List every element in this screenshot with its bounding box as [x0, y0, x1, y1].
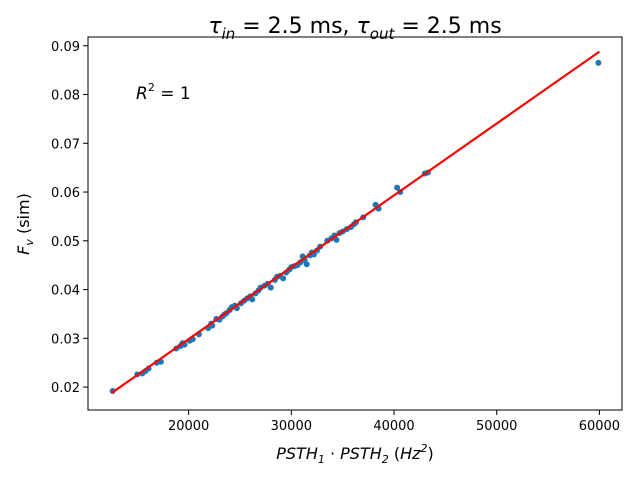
x-axis-ticks: 20000 30000 40000 50000 60000 — [168, 410, 620, 434]
y-tick-label: 0.05 — [51, 235, 80, 250]
y-tick-label: 0.06 — [51, 186, 80, 201]
y-tick-label: 0.07 — [51, 137, 80, 152]
x-tick-label: 50000 — [476, 419, 517, 434]
data-point — [303, 261, 310, 268]
data-point — [394, 184, 401, 191]
data-point — [280, 275, 287, 282]
fit-line — [110, 50, 601, 394]
y-tick-label: 0.02 — [51, 381, 80, 396]
x-tick-label: 20000 — [168, 419, 209, 434]
data-point — [249, 296, 256, 303]
r-squared-annotation: R2 = 1 — [136, 81, 191, 104]
x-axis-label: PSTH1 · PSTH2 (Hz2) — [276, 442, 434, 466]
y-axis-label: Fv (sim) — [14, 193, 36, 255]
data-point — [267, 284, 274, 291]
data-point — [333, 236, 340, 243]
plot-frame — [87, 36, 623, 411]
y-tick-label: 0.09 — [51, 40, 80, 55]
y-tick-label: 0.08 — [51, 89, 80, 104]
y-axis-ticks: 0.02 0.03 0.04 0.05 0.06 0.07 0.08 0.09 — [51, 40, 88, 396]
x-tick-label: 40000 — [373, 419, 414, 434]
data-point — [595, 59, 602, 66]
chart-title: τin = 2.5 ms, τout = 2.5 ms — [208, 14, 501, 43]
x-tick-label: 60000 — [579, 419, 620, 434]
y-tick-label: 0.03 — [51, 332, 80, 347]
x-tick-label: 30000 — [271, 419, 312, 434]
y-tick-label: 0.04 — [51, 284, 80, 299]
fit-line-group — [110, 50, 601, 394]
